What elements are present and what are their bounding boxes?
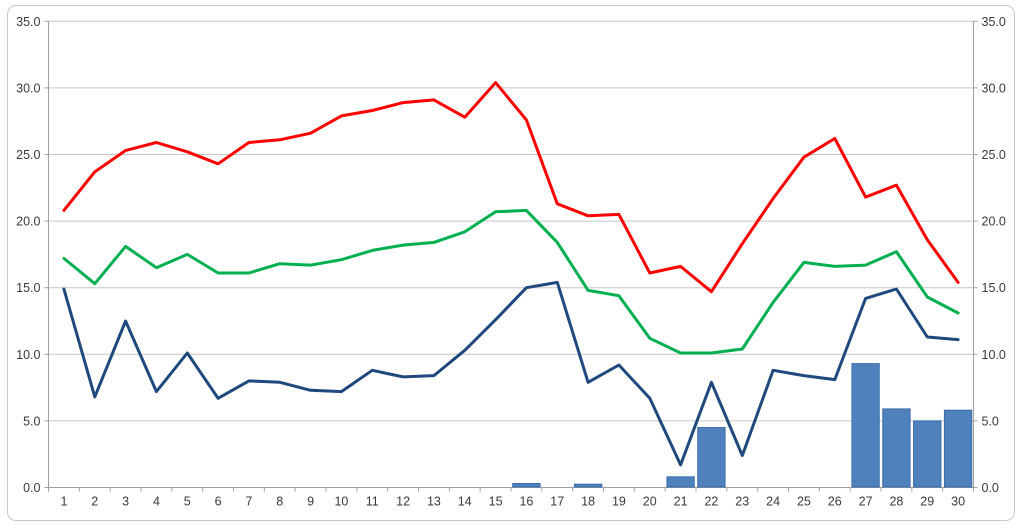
x-axis-label: 5: [184, 495, 191, 509]
x-axis-label: 16: [519, 495, 533, 509]
green-line[interactable]: [62, 208, 960, 355]
bar-column-16[interactable]: [512, 483, 541, 488]
blue-line[interactable]: [62, 280, 960, 467]
x-axis-label: 3: [122, 495, 129, 509]
x-axis-label: 22: [704, 495, 718, 509]
x-axis-label: 30: [951, 495, 965, 509]
y-axis-left-label: 30.0: [16, 81, 40, 95]
x-axis-label: 1: [60, 495, 67, 509]
y-axis-left-label: 5.0: [23, 414, 40, 428]
y-axis-right-label: 5.0: [982, 414, 999, 428]
x-axis-label: 13: [427, 495, 441, 509]
red-line[interactable]: [62, 81, 960, 294]
x-axis-label: 20: [643, 495, 657, 509]
y-axis-left-label: 20.0: [16, 215, 40, 229]
bar-column-29[interactable]: [913, 420, 942, 488]
y-axis-right-label: 35.0: [982, 15, 1006, 29]
y-axis-left-label: 35.0: [16, 15, 40, 29]
y-axis-right-label: 0.0: [982, 481, 999, 495]
x-axis-label: 28: [889, 495, 903, 509]
y-axis-right-label: 15.0: [982, 281, 1006, 295]
x-axis-label: 11: [366, 495, 379, 509]
x-axis-label: 4: [153, 495, 160, 509]
y-axis-right-label: 30.0: [982, 81, 1006, 95]
y-axis-left-label: 25.0: [16, 148, 40, 162]
x-axis-label: 17: [550, 495, 564, 509]
x-axis-label: 29: [920, 495, 934, 509]
x-axis-label: 12: [396, 495, 410, 509]
y-axis-right-label: 10.0: [982, 348, 1006, 362]
bar-column-27[interactable]: [851, 363, 880, 488]
x-axis-label: 14: [458, 495, 472, 509]
y-axis-left-label: 10.0: [16, 348, 40, 362]
x-axis-label: 21: [674, 495, 688, 509]
x-axis-label: 7: [245, 495, 252, 509]
x-axis-label: 24: [766, 495, 780, 509]
x-axis-label: 8: [276, 495, 283, 509]
bar-column-28[interactable]: [882, 408, 911, 488]
bar-column-21[interactable]: [666, 476, 695, 488]
x-axis-label: 10: [334, 495, 348, 509]
x-axis-label: 27: [859, 495, 873, 509]
y-axis-right-label: 20.0: [982, 215, 1006, 229]
x-axis-label: 23: [735, 495, 749, 509]
bar-column-22[interactable]: [697, 427, 726, 488]
x-axis-label: 26: [828, 495, 842, 509]
bar-column-18[interactable]: [573, 483, 603, 488]
y-axis-right-label: 25.0: [982, 148, 1006, 162]
chart-frame: [7, 5, 1015, 521]
y-axis-left-label: 15.0: [16, 281, 40, 295]
x-axis-label: 19: [612, 495, 626, 509]
x-axis-label: 9: [307, 495, 314, 509]
x-axis-label: 2: [91, 495, 98, 509]
x-axis-label: 15: [489, 495, 503, 509]
x-axis-label: 6: [215, 495, 222, 509]
x-axis-label: 18: [581, 495, 595, 509]
y-axis-left-label: 0.0: [23, 481, 40, 495]
x-axis-label: 25: [797, 495, 811, 509]
bar-column-30[interactable]: [943, 409, 973, 488]
